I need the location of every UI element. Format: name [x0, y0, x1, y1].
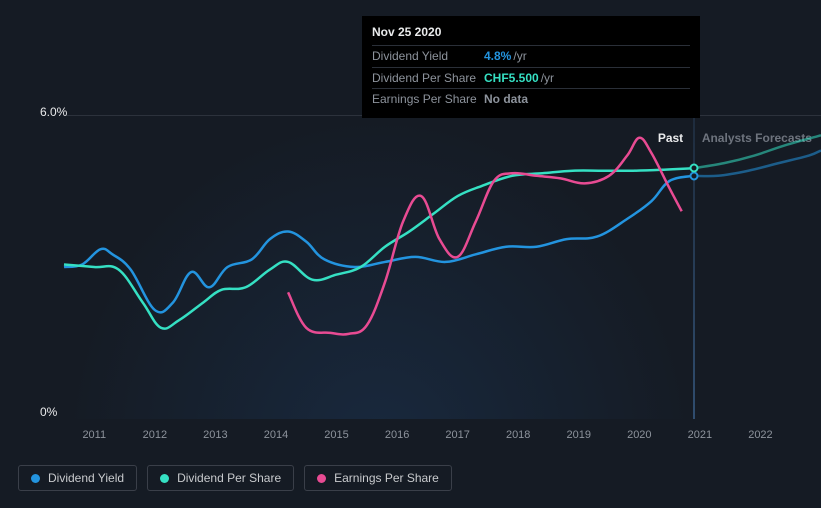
- x-tick: 2011: [82, 429, 106, 441]
- chart-container: 6.0% 0% Past Analysts Forecasts 20112012…: [16, 0, 805, 450]
- x-tick: 2015: [324, 429, 348, 441]
- tooltip-suffix: /yr: [541, 70, 554, 87]
- legend-swatch: [317, 474, 326, 483]
- legend-swatch: [31, 474, 40, 483]
- tooltip-value: 4.8%: [484, 48, 511, 65]
- x-tick: 2019: [567, 429, 591, 441]
- series-line-dividend_per_share: [64, 168, 694, 328]
- tooltip-suffix: /yr: [513, 48, 526, 65]
- series-line-earnings_per_share: [288, 138, 682, 335]
- tooltip-date: Nov 25 2020: [372, 24, 690, 45]
- legend-label: Dividend Per Share: [177, 471, 281, 485]
- x-tick: 2021: [688, 429, 712, 441]
- plot-area[interactable]: Past Analysts Forecasts: [64, 115, 821, 419]
- x-tick: 2012: [143, 429, 167, 441]
- series-line-forecast-dividend_per_share: [694, 135, 821, 168]
- tooltip-value: CHF5.500: [484, 70, 539, 87]
- cursor-marker-dividend_per_share: [689, 164, 698, 173]
- x-tick: 2017: [445, 429, 469, 441]
- series-svg: [64, 115, 821, 419]
- tooltip-row: Dividend Yield4.8%/yr: [372, 45, 690, 67]
- tooltip-row: Earnings Per ShareNo data: [372, 88, 690, 110]
- legend-label: Earnings Per Share: [334, 471, 439, 485]
- legend-swatch: [160, 474, 169, 483]
- tooltip-label: Earnings Per Share: [372, 91, 484, 108]
- legend-item-earnings_per_share[interactable]: Earnings Per Share: [304, 465, 452, 491]
- legend-item-dividend_per_share[interactable]: Dividend Per Share: [147, 465, 294, 491]
- legend: Dividend Yield Dividend Per Share Earnings…: [18, 465, 452, 491]
- x-tick: 2022: [748, 429, 772, 441]
- x-tick: 2020: [627, 429, 651, 441]
- legend-item-dividend_yield[interactable]: Dividend Yield: [18, 465, 137, 491]
- y-tick-min: 0%: [40, 405, 57, 419]
- tooltip-row: Dividend Per ShareCHF5.500/yr: [372, 67, 690, 89]
- x-axis: 2011 2012 2013 2014 2015 2016 2017 2018 2019 2020…: [64, 429, 821, 449]
- x-tick: 2013: [203, 429, 227, 441]
- x-tick: 2018: [506, 429, 530, 441]
- tooltip-value: No data: [484, 91, 528, 108]
- series-line-dividend_yield: [64, 176, 694, 313]
- legend-label: Dividend Yield: [48, 471, 124, 485]
- x-tick: 2014: [264, 429, 288, 441]
- tooltip-label: Dividend Yield: [372, 48, 484, 65]
- x-tick: 2016: [385, 429, 409, 441]
- tooltip-label: Dividend Per Share: [372, 70, 484, 87]
- tooltip: Nov 25 2020 Dividend Yield4.8%/yrDividen…: [362, 16, 700, 118]
